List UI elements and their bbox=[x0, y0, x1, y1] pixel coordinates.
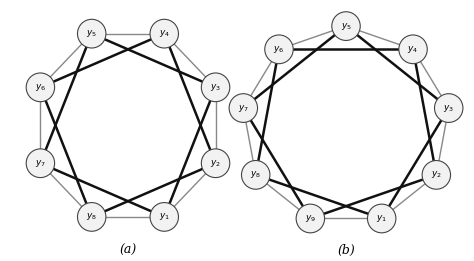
Text: (b): (b) bbox=[337, 244, 355, 257]
Text: $y_7$: $y_7$ bbox=[238, 103, 249, 114]
Ellipse shape bbox=[26, 149, 55, 177]
Text: $y_7$: $y_7$ bbox=[35, 158, 46, 169]
Text: $y_3$: $y_3$ bbox=[443, 103, 454, 114]
Ellipse shape bbox=[77, 19, 106, 48]
Ellipse shape bbox=[435, 94, 463, 122]
Text: $y_4$: $y_4$ bbox=[159, 28, 170, 39]
Text: $y_6$: $y_6$ bbox=[35, 82, 46, 93]
Ellipse shape bbox=[241, 161, 270, 189]
Ellipse shape bbox=[265, 35, 293, 64]
Ellipse shape bbox=[422, 161, 451, 189]
Ellipse shape bbox=[77, 203, 106, 231]
Text: $y_4$: $y_4$ bbox=[408, 44, 419, 55]
Ellipse shape bbox=[399, 35, 427, 64]
Ellipse shape bbox=[201, 149, 230, 177]
Ellipse shape bbox=[150, 203, 179, 231]
Text: $y_6$: $y_6$ bbox=[273, 44, 284, 55]
Text: $y_5$: $y_5$ bbox=[340, 21, 352, 32]
Text: $y_5$: $y_5$ bbox=[86, 28, 97, 39]
Text: $y_1$: $y_1$ bbox=[159, 211, 170, 222]
Ellipse shape bbox=[150, 19, 179, 48]
Ellipse shape bbox=[201, 73, 230, 102]
Text: $y_8$: $y_8$ bbox=[250, 169, 261, 180]
Text: $y_8$: $y_8$ bbox=[86, 211, 97, 222]
Text: $y_1$: $y_1$ bbox=[376, 213, 387, 224]
Text: $y_9$: $y_9$ bbox=[305, 213, 316, 224]
Text: $y_3$: $y_3$ bbox=[210, 82, 221, 93]
Ellipse shape bbox=[296, 204, 325, 233]
Text: $y_2$: $y_2$ bbox=[210, 158, 221, 169]
Ellipse shape bbox=[367, 204, 396, 233]
Text: (a): (a) bbox=[119, 244, 137, 257]
Ellipse shape bbox=[332, 12, 360, 40]
Ellipse shape bbox=[26, 73, 55, 102]
Text: $y_2$: $y_2$ bbox=[431, 169, 442, 180]
Ellipse shape bbox=[229, 94, 257, 122]
